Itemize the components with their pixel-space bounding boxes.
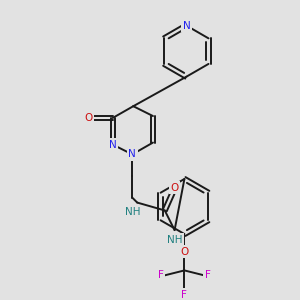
Text: F: F xyxy=(182,290,188,300)
Text: O: O xyxy=(170,183,179,193)
Text: NH: NH xyxy=(125,207,141,218)
Text: N: N xyxy=(109,140,116,150)
Text: F: F xyxy=(158,270,164,280)
Text: O: O xyxy=(180,247,188,257)
Text: F: F xyxy=(205,270,211,280)
Text: N: N xyxy=(128,149,136,159)
Text: NH: NH xyxy=(167,235,182,245)
Text: N: N xyxy=(182,21,190,31)
Text: O: O xyxy=(84,113,92,123)
